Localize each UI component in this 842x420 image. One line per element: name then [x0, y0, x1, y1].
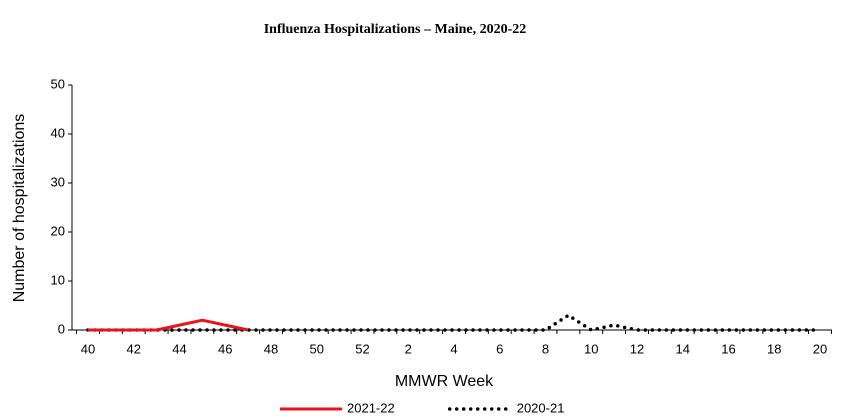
- y-tick-label: 40: [51, 125, 65, 140]
- x-tick-label: 16: [721, 341, 735, 356]
- x-tick-label: 46: [218, 341, 232, 356]
- x-tick-label: 44: [172, 341, 186, 356]
- chart-title: Influenza Hospitalizations – Maine, 2020…: [264, 22, 527, 37]
- x-axis-title: MMWR Week: [395, 373, 494, 390]
- series-line: [88, 318, 249, 332]
- legend-label: 2020-21: [517, 400, 565, 415]
- x-tick-label: 2: [405, 341, 412, 356]
- x-tick-label: 18: [767, 341, 781, 356]
- x-tick-label: 10: [584, 341, 598, 356]
- y-tick-label: 20: [51, 223, 65, 238]
- x-tick-label: 40: [81, 341, 95, 356]
- x-tick-label: 12: [630, 341, 644, 356]
- x-tick-label: 42: [127, 341, 141, 356]
- x-tick-label: 14: [676, 341, 690, 356]
- legend-label: 2021-22: [347, 400, 395, 415]
- x-tick-label: 4: [450, 341, 457, 356]
- y-tick-label: 30: [51, 174, 65, 189]
- x-tick-label: 48: [264, 341, 278, 356]
- x-tick-label: 50: [310, 341, 324, 356]
- y-tick-label: 50: [51, 76, 65, 91]
- x-tick-label: 8: [542, 341, 549, 356]
- y-tick-label: 0: [58, 321, 65, 336]
- y-axis-title: Number of hospitalizations: [11, 114, 28, 303]
- x-tick-label: 20: [813, 341, 827, 356]
- x-tick-label: 52: [355, 341, 369, 356]
- y-tick-label: 10: [51, 272, 65, 287]
- x-tick-label: 6: [496, 341, 503, 356]
